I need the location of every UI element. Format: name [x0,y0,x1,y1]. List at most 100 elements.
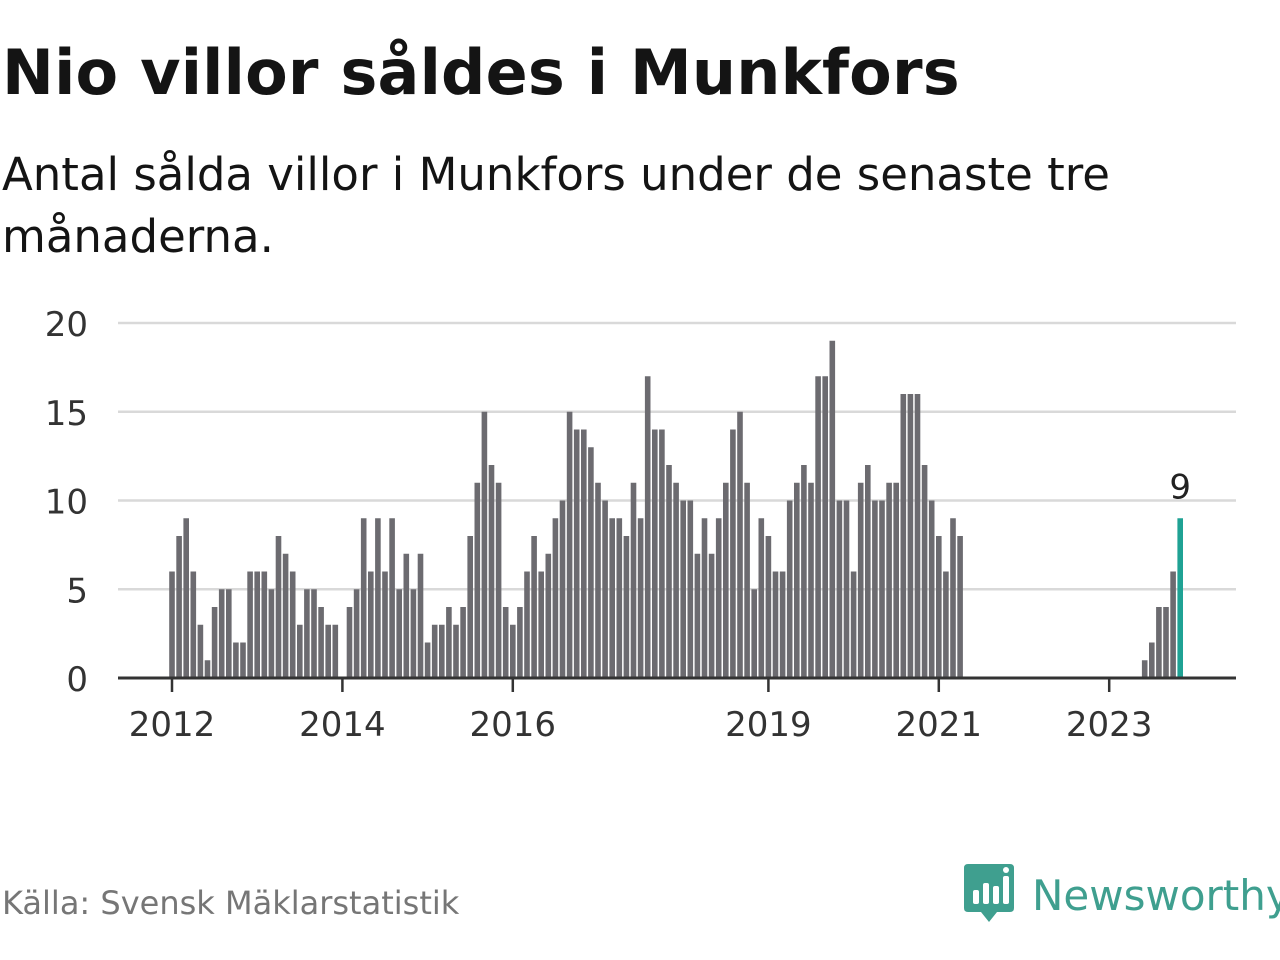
bar [581,429,587,678]
bar [595,482,601,678]
bar [325,624,331,678]
bar [943,571,949,678]
bar [644,376,651,678]
bar [183,518,189,678]
bar [900,394,907,678]
bar [197,624,204,678]
x-tick-label: 2023 [1066,705,1153,745]
bar [552,518,559,678]
bar [914,394,921,678]
highlight-bar [1177,518,1183,678]
bar [1170,571,1176,678]
bar [517,607,523,678]
bar [708,553,715,678]
bar [226,589,232,678]
bar [779,571,786,678]
bar [616,518,623,678]
newsworthy-logo: Newsworthy [964,864,1280,926]
chart-subtitle: Antal sålda villor i Munkfors under de s… [2,148,1110,263]
bar [531,536,537,678]
bar [701,518,708,678]
bar [836,500,843,678]
bar [332,624,339,678]
bar [815,376,821,678]
bar [460,607,466,678]
bar [936,536,942,678]
bar [694,553,701,678]
bar [176,536,182,678]
x-tick-label: 2021 [896,705,983,745]
bar [488,465,495,678]
bar [850,571,857,678]
bar [588,447,594,678]
bar [382,571,388,678]
bar [573,429,580,678]
bar [758,518,765,678]
bar [808,482,814,678]
bar [687,500,694,678]
bar [609,518,615,678]
bar [843,500,850,678]
bar [559,500,566,678]
bar [637,518,644,678]
bar [950,518,956,678]
bar [801,465,807,678]
bar [744,482,750,678]
bar [474,482,481,678]
bar [715,518,722,678]
bar [907,394,914,678]
bar [822,376,828,678]
y-tick-label: 20 [45,305,88,345]
bar [730,429,736,678]
bar [446,607,452,678]
x-tick-label: 2016 [470,705,557,745]
bar [389,518,395,678]
bar [886,482,892,678]
bar [751,589,757,678]
bar [1149,642,1155,678]
bar [602,500,608,678]
bar [680,500,686,678]
bar [431,624,438,678]
bar [879,500,885,678]
bar [786,500,793,678]
bar [403,553,410,678]
bar [1156,607,1162,678]
bar [765,536,772,678]
y-tick-label: 15 [45,394,88,434]
bar [282,553,289,678]
bar [467,536,473,678]
y-tick-label: 0 [66,660,88,700]
newsworthy-logo-text: Newsworthy [1032,870,1280,920]
bar [417,553,424,678]
y-tick-label: 5 [66,571,88,611]
bar [893,482,899,678]
x-tick-label: 2014 [299,705,386,745]
bar [311,589,317,678]
bar [233,642,239,678]
bar [872,500,878,678]
bar [360,518,367,678]
bar [524,571,530,678]
bar [666,465,672,678]
bar [794,482,800,678]
bar [652,429,658,678]
bar [289,571,296,678]
newsworthy-logo-icon [964,864,1014,922]
bar [502,607,509,678]
bar [190,571,197,678]
bar [510,624,516,678]
bar [723,482,729,678]
bar [921,465,928,678]
highlight-label: 9 [1169,467,1191,507]
bar [410,589,417,678]
bar [204,660,211,678]
bar [368,571,374,678]
bar [453,624,459,678]
source-note: Källa: Svensk Mäklarstatistik [2,884,460,922]
bar [254,571,260,678]
bar [375,518,381,678]
bar [495,482,502,678]
bar [857,482,864,678]
x-tick-label: 2012 [129,705,216,745]
